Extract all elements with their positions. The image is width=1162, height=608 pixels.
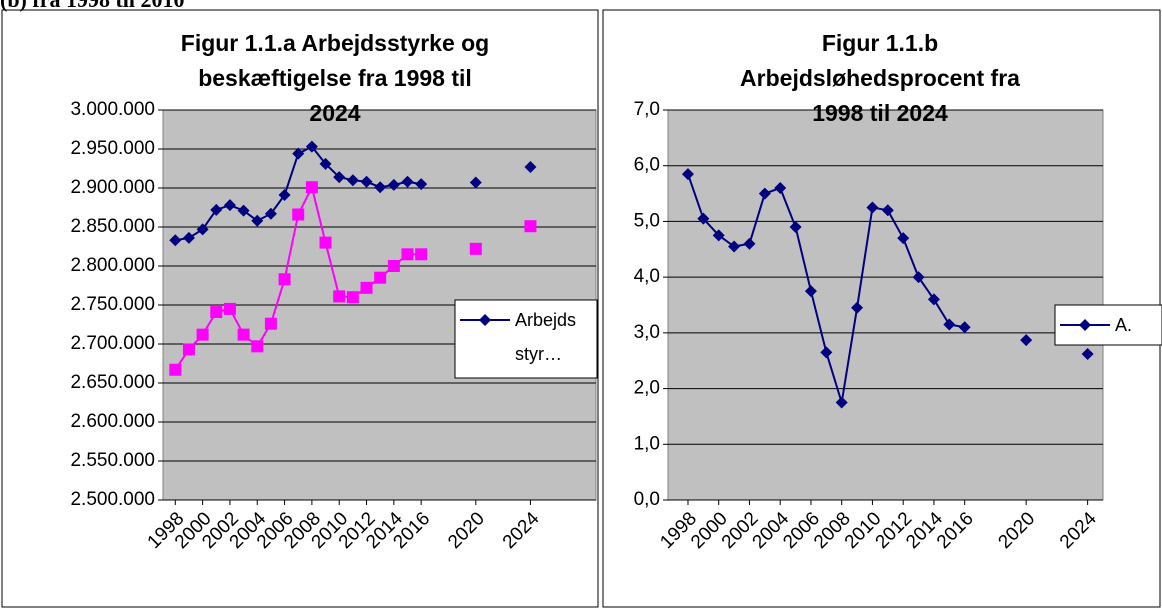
point (758, 187, 771, 200)
point (210, 203, 223, 216)
legend-label: A. (1115, 315, 1133, 335)
point (401, 248, 414, 261)
point (681, 168, 694, 181)
plot-area (667, 109, 1104, 501)
point (469, 242, 482, 255)
y-tick-label: 2.650.000 (70, 372, 155, 393)
point (912, 271, 925, 284)
y-tick-label: 2.800.000 (70, 255, 155, 276)
point (789, 221, 802, 233)
y-tick-label: 2.600.000 (70, 411, 155, 432)
legend-entry: Arbejdsstyr… (515, 310, 577, 364)
point (374, 271, 387, 284)
legend-box (454, 299, 598, 379)
point (223, 302, 236, 315)
y-tick-label: 7,0 (634, 99, 660, 120)
point (524, 220, 537, 233)
point (387, 260, 400, 272)
point (1081, 348, 1094, 361)
legend-entry: A. (1115, 315, 1133, 335)
chart-title: beskæftigelse fra 1998 til (198, 65, 472, 91)
point (401, 175, 414, 188)
point (237, 328, 250, 341)
point (774, 182, 787, 194)
y-tick-label: 3.000.000 (70, 99, 155, 120)
point (182, 231, 195, 244)
legend-marker (479, 314, 491, 326)
point (897, 232, 910, 245)
point (743, 237, 756, 250)
point (927, 293, 940, 306)
chart-title: Figur 1.1.a Arbejdsstyrke og (181, 30, 489, 56)
point (346, 291, 359, 304)
point (319, 157, 332, 170)
point (866, 201, 879, 214)
point (251, 214, 264, 227)
point (712, 229, 725, 242)
point (524, 160, 537, 173)
y-tick-label: 2.900.000 (70, 177, 155, 198)
point (469, 176, 482, 189)
point (223, 199, 236, 212)
point (251, 340, 264, 353)
point (1020, 334, 1033, 347)
point (346, 174, 359, 187)
legend-label: Arbejdsstyr… (515, 310, 577, 364)
point (264, 207, 277, 220)
point (292, 208, 305, 221)
chart-title: 1998 til 2024 (812, 100, 948, 126)
legend-marker (1079, 319, 1091, 331)
point (881, 204, 894, 217)
point (278, 273, 291, 286)
y-tick-label: 2.750.000 (70, 294, 155, 315)
point (305, 140, 318, 153)
point (360, 175, 373, 188)
point (305, 181, 318, 194)
point (196, 328, 209, 341)
chart-title: Arbejdsløhedsprocent fra (740, 65, 1020, 91)
point (374, 181, 387, 194)
point (210, 306, 223, 319)
y-tick-label: 5,0 (634, 210, 660, 231)
point (415, 178, 428, 191)
point (196, 223, 209, 236)
y-tick-label: 2.850.000 (70, 216, 155, 237)
point (292, 147, 305, 160)
y-tick-label: 0,0 (634, 489, 660, 510)
y-tick-label: 2.950.000 (70, 138, 155, 159)
point (943, 318, 956, 331)
point (169, 234, 182, 247)
point (264, 317, 277, 330)
point (387, 178, 400, 191)
y-tick-label: 6,0 (634, 155, 660, 176)
chart-title: 2024 (309, 100, 360, 126)
y-tick-label: 2.550.000 (70, 450, 155, 471)
y-tick-label: 2.700.000 (70, 333, 155, 354)
point (415, 248, 428, 261)
point (333, 171, 346, 184)
header: (b) fra 1998 til 2010 (0, 0, 185, 12)
y-tick-label: 2.500.000 (70, 489, 155, 510)
y-tick-label: 3,0 (634, 322, 660, 343)
point (804, 285, 817, 298)
y-tick-label: 2,0 (634, 378, 660, 399)
y-tick-label: 4,0 (634, 266, 660, 287)
point (360, 281, 373, 294)
point (835, 396, 848, 409)
point (958, 321, 971, 334)
point (820, 346, 833, 359)
point (319, 236, 332, 249)
point (333, 290, 346, 303)
point (697, 212, 710, 225)
point (851, 301, 864, 314)
chart-title: Figur 1.1.b (822, 30, 938, 56)
y-tick-label: 1,0 (634, 433, 660, 454)
point (728, 240, 741, 253)
point (237, 204, 250, 217)
point (169, 363, 182, 376)
point (278, 189, 291, 202)
point (182, 343, 195, 356)
